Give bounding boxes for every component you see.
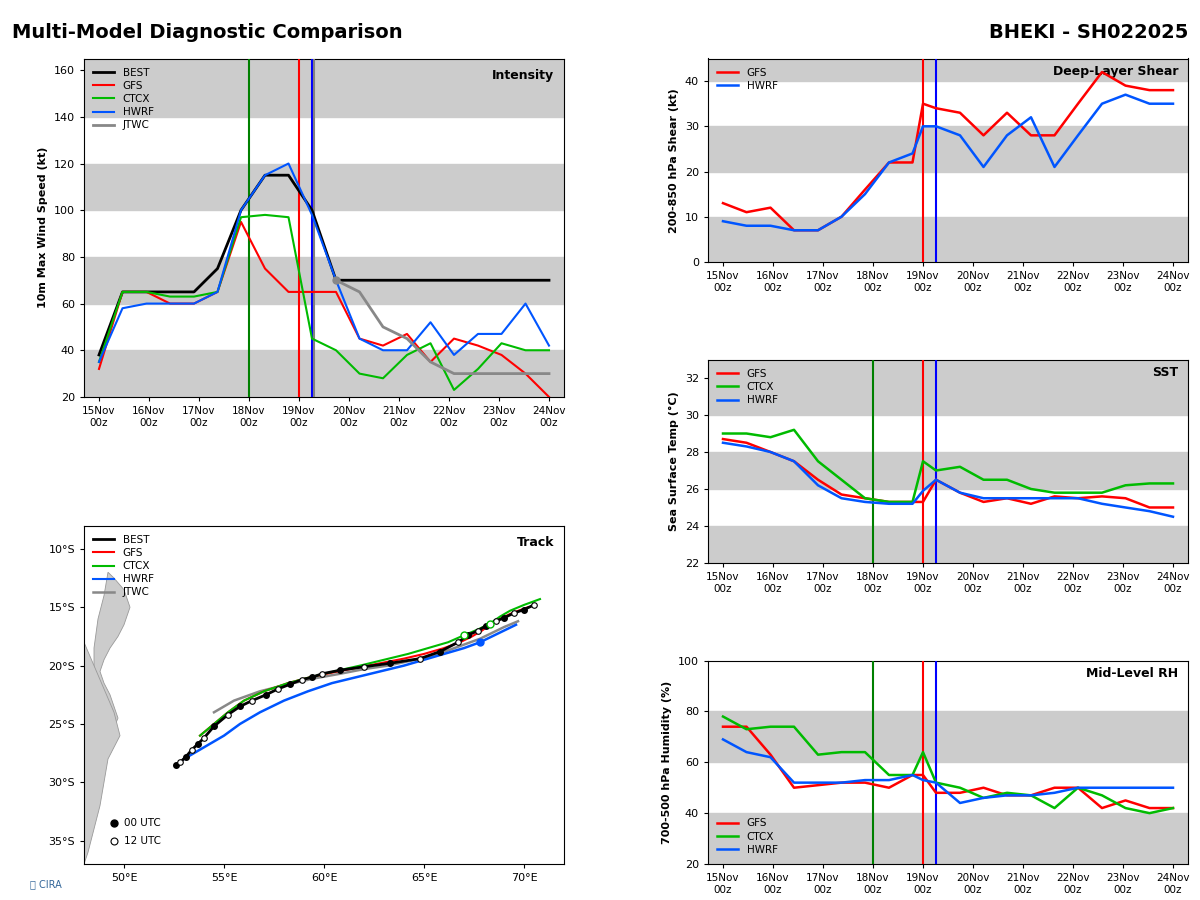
Y-axis label: 200-850 hPa Shear (kt): 200-850 hPa Shear (kt) [670,88,679,232]
Legend: GFS, HWRF: GFS, HWRF [713,64,781,95]
Bar [708,813,1188,864]
Bar [708,58,1188,81]
Bar [84,350,564,397]
Polygon shape [94,572,130,730]
Text: BHEKI - SH022025: BHEKI - SH022025 [989,22,1188,41]
Legend: GFS, CTCX, HWRF: GFS, CTCX, HWRF [713,814,781,859]
Bar [84,256,564,303]
Text: Mid-Level RH: Mid-Level RH [1086,667,1178,680]
Y-axis label: Sea Surface Temp (°C): Sea Surface Temp (°C) [670,392,679,531]
Bar [708,126,1188,172]
Text: Deep-Layer Shear: Deep-Layer Shear [1052,65,1178,77]
Text: Intensity: Intensity [492,68,554,82]
Bar [708,711,1188,762]
Bar [708,217,1188,262]
Legend: BEST, GFS, CTCX, HWRF, JTWC: BEST, GFS, CTCX, HWRF, JTWC [89,531,157,601]
Polygon shape [84,526,120,864]
Bar [708,526,1188,563]
Text: Multi-Model Diagnostic Comparison: Multi-Model Diagnostic Comparison [12,22,403,41]
Bar [708,452,1188,489]
Text: 00 UTC: 00 UTC [124,818,161,828]
Y-axis label: 10m Max Wind Speed (kt): 10m Max Wind Speed (kt) [38,147,48,309]
Y-axis label: 700-500 hPa Humidity (%): 700-500 hPa Humidity (%) [662,680,672,844]
Legend: GFS, CTCX, HWRF: GFS, CTCX, HWRF [713,364,781,410]
Text: 🌐 CIRA: 🌐 CIRA [30,879,61,889]
Bar [708,359,1188,415]
Bar [84,58,564,117]
Text: SST: SST [1152,365,1178,379]
Legend: BEST, GFS, CTCX, HWRF, JTWC: BEST, GFS, CTCX, HWRF, JTWC [89,64,157,134]
Bar [84,164,564,211]
Text: Track: Track [517,536,554,549]
Text: 12 UTC: 12 UTC [124,836,161,846]
